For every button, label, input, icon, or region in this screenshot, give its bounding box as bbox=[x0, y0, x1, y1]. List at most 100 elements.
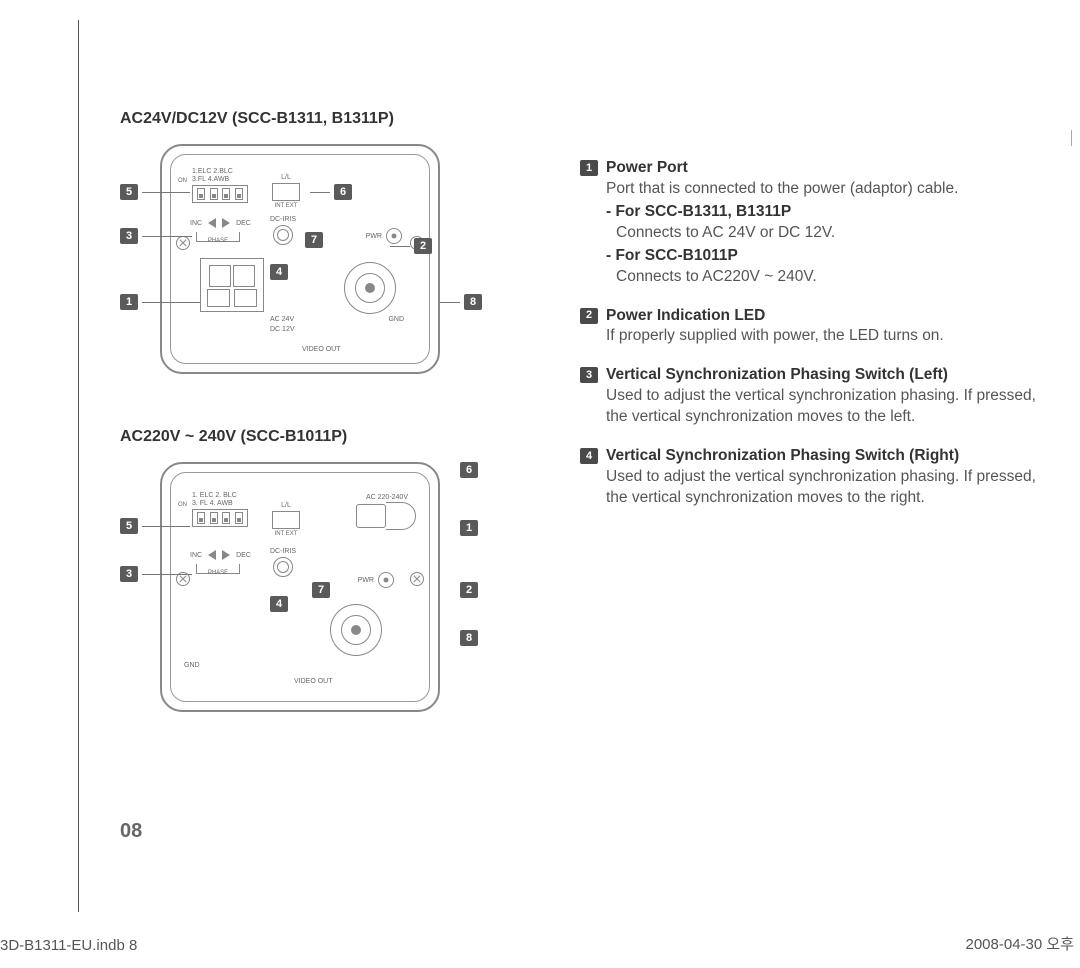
desc-sub-text: Connects to AC 24V or DC 12V. bbox=[606, 224, 835, 241]
camera-body-top: 1.ELC 2.BLC 3.FL 4.AWB ON L/L INT EXT bbox=[160, 144, 440, 374]
ac-label: AC 24V bbox=[270, 316, 294, 323]
desc-line: If properly supplied with power, the LED… bbox=[606, 327, 944, 344]
inc-label: INC bbox=[190, 552, 202, 559]
dciris-label: DC-IRIS bbox=[270, 216, 296, 223]
bnc-connector-icon bbox=[344, 262, 396, 314]
callout-6: 6 bbox=[460, 462, 478, 478]
callout-4: 4 bbox=[270, 264, 288, 280]
video-out-label: VIDEO OUT bbox=[294, 678, 333, 685]
dip-switch-area: 1. ELC 2. BLC 3. FL 4. AWB ON bbox=[192, 492, 248, 527]
phase-controls: INC DEC bbox=[190, 550, 251, 560]
callout-badge: 1 bbox=[120, 294, 138, 310]
desc-item-2: 2 Power Indication LED If properly suppl… bbox=[580, 306, 1050, 348]
desc-sub-bold: - For SCC-B1311, B1311P bbox=[606, 203, 791, 220]
dip-label: 3. FL 4. AWB bbox=[192, 500, 248, 508]
dip-label: 3.FL 4.AWB bbox=[192, 176, 248, 184]
callout-badge: 8 bbox=[460, 630, 478, 646]
ll-label: L/L bbox=[272, 502, 300, 509]
callout-5: 5 bbox=[120, 518, 190, 534]
callout-badge: 2 bbox=[414, 238, 432, 254]
diagrams-column: AC24V/DC12V (SCC-B1311, B1311P) 1.ELC 2.… bbox=[120, 110, 540, 766]
callout-4: 4 bbox=[270, 596, 288, 612]
ll-label: L/L bbox=[272, 174, 300, 181]
page: AC24V/DC12V (SCC-B1311, B1311P) 1.ELC 2.… bbox=[0, 0, 1080, 968]
crop-mark-right bbox=[1071, 130, 1072, 146]
callout-badge: 7 bbox=[305, 232, 323, 248]
desc-line: Used to adjust the vertical synchronizat… bbox=[606, 387, 959, 404]
callout-2: 2 bbox=[390, 238, 432, 254]
camera-body-bottom: 1. ELC 2. BLC 3. FL 4. AWB ON L/L INT EX… bbox=[160, 462, 440, 712]
dip-label: 1.ELC 2.BLC bbox=[192, 168, 248, 176]
callout-6: 6 bbox=[310, 184, 352, 200]
callout-8: 8 bbox=[440, 294, 482, 310]
dc-iris: DC-IRIS bbox=[270, 216, 296, 245]
callout-7: 7 bbox=[312, 582, 330, 598]
ll-switch: L/L INT EXT bbox=[272, 174, 300, 209]
desc-sub-bold: - For SCC-B1011P bbox=[606, 247, 738, 264]
callout-badge: 4 bbox=[270, 264, 288, 280]
screw-icon bbox=[410, 572, 424, 586]
desc-badge: 4 bbox=[580, 448, 598, 464]
callout-badge: 5 bbox=[120, 184, 138, 200]
arrow-left-icon bbox=[208, 218, 216, 228]
callout-3: 3 bbox=[120, 228, 192, 244]
gnd-label: GND bbox=[388, 316, 404, 323]
callout-badge: 6 bbox=[460, 462, 478, 478]
desc-title: Vertical Synchronization Phasing Switch … bbox=[606, 447, 959, 464]
dip-switch-icon bbox=[192, 185, 248, 203]
dc-label: DC 12V bbox=[270, 326, 295, 333]
gnd-label: GND bbox=[184, 662, 200, 669]
bnc-connector-icon bbox=[330, 604, 382, 656]
video-out-label: VIDEO OUT bbox=[302, 346, 341, 353]
callout-badge: 3 bbox=[120, 566, 138, 582]
arrow-left-icon bbox=[208, 550, 216, 560]
arrow-right-icon bbox=[222, 550, 230, 560]
callout-7: 7 bbox=[305, 232, 323, 248]
power-led: PWR bbox=[358, 572, 394, 588]
callout-badge: 3 bbox=[120, 228, 138, 244]
pwr-label: PWR bbox=[366, 233, 382, 240]
desc-title: Vertical Synchronization Phasing Switch … bbox=[606, 366, 948, 383]
desc-item-1: 1 Power Port Port that is connected to t… bbox=[580, 158, 1050, 288]
callout-badge: 4 bbox=[270, 596, 288, 612]
callout-badge: 6 bbox=[334, 184, 352, 200]
desc-badge: 2 bbox=[580, 308, 598, 324]
dciris-ring-icon bbox=[273, 225, 293, 245]
footer-right: 2008-04-30 오후 bbox=[966, 933, 1075, 954]
dec-label: DEC bbox=[236, 220, 251, 227]
diagram-top-title: AC24V/DC12V (SCC-B1311, B1311P) bbox=[120, 110, 540, 128]
dec-label: DEC bbox=[236, 552, 251, 559]
callout-badge: 1 bbox=[460, 520, 478, 536]
desc-line: Used to adjust the vertical synchronizat… bbox=[606, 468, 959, 485]
ac-plug-icon bbox=[356, 494, 410, 538]
desc-line: Port that is connected to the power (ada… bbox=[606, 180, 958, 197]
callout-3: 3 bbox=[120, 566, 192, 582]
dciris-ring-icon bbox=[273, 557, 293, 577]
content-area: AC24V/DC12V (SCC-B1311, B1311P) 1.ELC 2.… bbox=[120, 110, 1060, 766]
desc-badge: 1 bbox=[580, 160, 598, 176]
inc-label: INC bbox=[190, 220, 202, 227]
callout-badge: 2 bbox=[460, 582, 478, 598]
crop-mark-left bbox=[78, 20, 79, 912]
callout-8: 8 bbox=[460, 630, 478, 646]
desc-sub-text: Connects to AC220V ~ 240V. bbox=[606, 268, 817, 285]
callout-1: 1 bbox=[120, 294, 200, 310]
callout-5: 5 bbox=[120, 184, 190, 200]
callout-1: 1 bbox=[460, 520, 478, 536]
desc-item-4: 4 Vertical Synchronization Phasing Switc… bbox=[580, 446, 1050, 509]
pwr-label: PWR bbox=[358, 577, 374, 584]
dip-switch-area: 1.ELC 2.BLC 3.FL 4.AWB ON bbox=[192, 168, 248, 203]
phase-label: PHASE bbox=[196, 232, 240, 242]
phase-controls: INC DEC bbox=[190, 218, 251, 228]
on-label: ON bbox=[178, 502, 187, 508]
power-terminal bbox=[200, 258, 264, 312]
dip-label: 1. ELC 2. BLC bbox=[192, 492, 248, 500]
diagram-bottom-title: AC220V ~ 240V (SCC-B1011P) bbox=[120, 428, 540, 446]
dip-switch-icon bbox=[192, 509, 248, 527]
descriptions-column: 1 Power Port Port that is connected to t… bbox=[580, 110, 1050, 766]
phase-label: PHASE bbox=[196, 564, 240, 574]
intext-label: INT EXT bbox=[272, 203, 300, 209]
intext-label: INT EXT bbox=[272, 531, 300, 537]
callout-badge: 7 bbox=[312, 582, 330, 598]
callout-badge: 8 bbox=[464, 294, 482, 310]
